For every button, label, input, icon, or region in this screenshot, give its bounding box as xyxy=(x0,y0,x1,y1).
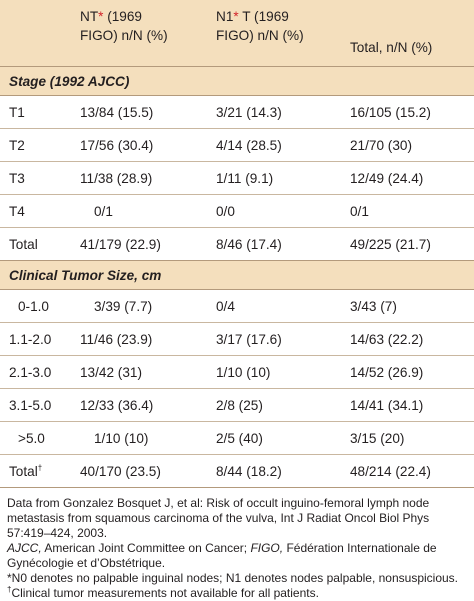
row-label: T4 xyxy=(0,194,80,228)
cell-nt: 40/170 (23.5) xyxy=(80,454,216,487)
table-row: Total 41/179 (22.9) 8/46 (17.4) 49/225 (… xyxy=(0,227,474,261)
cell-n1: 1/10 (10) xyxy=(216,355,350,389)
cell-nt: 13/42 (31) xyxy=(80,355,216,389)
cell-total: 48/214 (22.4) xyxy=(350,454,474,487)
header-n1-text-b: T (1969 xyxy=(238,9,289,24)
abbr-ajcc-def: American Joint Committee on Cancer; xyxy=(41,541,251,555)
header-total: Total, n/N (%) xyxy=(350,0,474,67)
header-total-text: Total, n/N (%) xyxy=(350,40,433,55)
cell-nt: 41/179 (22.9) xyxy=(80,227,216,261)
cell-nt: 13/84 (15.5) xyxy=(80,95,216,129)
cell-nt: 12/33 (36.4) xyxy=(80,388,216,422)
table-row: T2 17/56 (30.4) 4/14 (28.5) 21/70 (30) xyxy=(0,128,474,162)
header-nt-text-c: FIGO) n/N (%) xyxy=(80,28,168,43)
cell-total: 16/105 (15.2) xyxy=(350,95,474,129)
section-title-size: Clinical Tumor Size, cm xyxy=(0,260,474,290)
table-row: T3 11/38 (28.9) 1/11 (9.1) 12/49 (24.4) xyxy=(0,161,474,195)
source-note: Data from Gonzalez Bosquet J, et al: Ris… xyxy=(7,496,430,540)
table-row: T4 0/1 0/0 0/1 xyxy=(0,194,474,228)
header-nt-star: * xyxy=(98,9,104,24)
header-n1: N1* T (1969 FIGO) n/N (%) xyxy=(216,0,350,67)
table-row: 1.1-2.0 11/46 (23.9) 3/17 (17.6) 14/63 (… xyxy=(0,322,474,356)
table-row: 0-1.0 3/39 (7.7) 0/4 3/43 (7) xyxy=(0,289,474,323)
cell-nt: 3/39 (7.7) xyxy=(80,289,216,323)
cell-n1: 3/21 (14.3) xyxy=(216,95,350,129)
header-n1-text-c: FIGO) n/N (%) xyxy=(216,28,304,43)
row-label: 0-1.0 xyxy=(0,289,80,323)
cell-n1: 2/8 (25) xyxy=(216,388,350,422)
cell-nt: 1/10 (10) xyxy=(80,421,216,455)
header-nt-text-b: (1969 xyxy=(103,9,142,24)
table-footnotes: Data from Gonzalez Bosquet J, et al: Ris… xyxy=(0,487,474,601)
row-label: >5.0 xyxy=(0,421,80,455)
data-table: NT* (1969 FIGO) n/N (%) N1* T (1969 FIGO… xyxy=(0,0,474,487)
cell-n1: 2/5 (40) xyxy=(216,421,350,455)
cell-n1: 1/11 (9.1) xyxy=(216,161,350,195)
row-label: T3 xyxy=(0,161,80,195)
table-row: T1 13/84 (15.5) 3/21 (14.3) 16/105 (15.2… xyxy=(0,95,474,129)
row-label: Total xyxy=(0,227,80,261)
table-header-row: NT* (1969 FIGO) n/N (%) N1* T (1969 FIGO… xyxy=(0,0,474,67)
cell-total: 21/70 (30) xyxy=(350,128,474,162)
cell-total: 14/41 (34.1) xyxy=(350,388,474,422)
cell-total: 12/49 (24.4) xyxy=(350,161,474,195)
abbr-figo-def: Fédération Internationale de Gynécologie… xyxy=(7,541,437,570)
star-footnote: *N0 denotes no palpable inguinal nodes; … xyxy=(7,571,459,585)
row-label: 3.1-5.0 xyxy=(0,388,80,422)
row-label: Total xyxy=(9,463,38,479)
header-n1-text-a: N1 xyxy=(216,9,234,24)
cell-total: 3/15 (20) xyxy=(350,421,474,455)
table-row: Total† 40/170 (23.5) 8/44 (18.2) 48/214 … xyxy=(0,454,474,487)
section-header-stage: Stage (1992 AJCC) xyxy=(0,66,474,96)
cell-n1: 4/14 (28.5) xyxy=(216,128,350,162)
header-n1-star: * xyxy=(233,9,239,24)
table-row: 2.1-3.0 13/42 (31) 1/10 (10) 14/52 (26.9… xyxy=(0,355,474,389)
cell-n1: 0/4 xyxy=(216,289,350,323)
table-row: >5.0 1/10 (10) 2/5 (40) 3/15 (20) xyxy=(0,421,474,455)
row-label: T2 xyxy=(0,128,80,162)
cell-nt: 11/46 (23.9) xyxy=(80,322,216,356)
dagger-footnote: †Clinical tumor measurements not availab… xyxy=(7,586,466,601)
section-title-stage: Stage (1992 AJCC) xyxy=(0,66,474,96)
cell-n1: 0/0 xyxy=(216,194,350,228)
abbr-figo-term: FIGO, xyxy=(250,541,284,555)
dagger-footnote-text: Clinical tumor measurements not availabl… xyxy=(11,586,319,600)
cell-n1: 8/44 (18.2) xyxy=(216,454,350,487)
cell-total: 0/1 xyxy=(350,194,474,228)
section-header-size: Clinical Tumor Size, cm xyxy=(0,260,474,290)
table-row: 3.1-5.0 12/33 (36.4) 2/8 (25) 14/41 (34.… xyxy=(0,388,474,422)
abbreviation-note: AJCC, American Joint Committee on Cancer… xyxy=(7,541,466,571)
dagger-mark: † xyxy=(37,462,43,472)
cell-total: 3/43 (7) xyxy=(350,289,474,323)
row-label: 2.1-3.0 xyxy=(0,355,80,389)
cell-total: 14/52 (26.9) xyxy=(350,355,474,389)
cell-total: 14/63 (22.2) xyxy=(350,322,474,356)
cell-nt: 0/1 xyxy=(80,194,216,228)
header-nt-text-a: NT xyxy=(80,9,99,24)
row-label: T1 xyxy=(0,95,80,129)
header-nt: NT* (1969 FIGO) n/N (%) xyxy=(80,0,216,67)
cell-n1: 3/17 (17.6) xyxy=(216,322,350,356)
cell-nt: 11/38 (28.9) xyxy=(80,161,216,195)
row-label-with-dagger: Total† xyxy=(0,454,80,487)
cell-nt: 17/56 (30.4) xyxy=(80,128,216,162)
header-empty-cell xyxy=(0,0,80,67)
cell-n1: 8/46 (17.4) xyxy=(216,227,350,261)
cell-total: 49/225 (21.7) xyxy=(350,227,474,261)
row-label: 1.1-2.0 xyxy=(0,322,80,356)
abbr-ajcc-term: AJCC, xyxy=(7,541,42,555)
